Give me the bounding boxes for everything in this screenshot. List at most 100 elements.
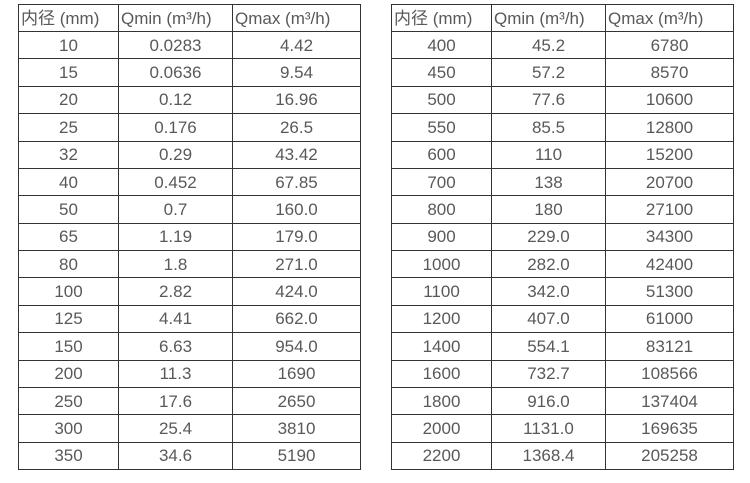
- table-cell: 1100: [391, 277, 492, 306]
- table-cell: 1.19: [118, 222, 233, 252]
- table-cell: 500: [391, 85, 492, 115]
- table-row: 50 0.7 160.0: [18, 195, 361, 224]
- table-cell: 27100: [605, 195, 734, 224]
- table-row: 40 0.452 67.85: [18, 167, 361, 197]
- table-row: 10 0.0283 4.42: [18, 30, 361, 60]
- table-row: 700 138 20700: [391, 167, 734, 197]
- table-row: 450 57.2 8570: [391, 58, 734, 87]
- table-row: 1800 916.0 137404: [391, 386, 734, 416]
- table-cell: 2.82: [118, 277, 233, 306]
- table-cell: 250: [18, 386, 119, 416]
- table-cell: 0.452: [118, 167, 233, 197]
- table-cell: 2000: [391, 414, 492, 443]
- table-cell: 205258: [605, 441, 734, 471]
- table-row: 80 1.8 271.0: [18, 249, 361, 279]
- table-cell: 45.2: [491, 30, 606, 60]
- table-row: 550 85.5 12800: [391, 113, 734, 142]
- table-cell: 0.176: [118, 113, 233, 142]
- table-cell: 2650: [232, 386, 361, 416]
- table-cell: 150: [18, 332, 119, 361]
- table-cell: 26.5: [232, 113, 361, 142]
- table-row: 200 11.3 1690: [18, 359, 361, 388]
- table-cell: 85.5: [491, 113, 606, 142]
- table-row: 2200 1368.4 205258: [391, 441, 734, 471]
- table-cell: 11.3: [118, 359, 233, 388]
- header-row: 内径 (mm) Qmin (m³/h) Qmax (m³/h): [391, 4, 734, 32]
- table-cell: 80: [18, 249, 119, 279]
- header-row: 内径 (mm) Qmin (m³/h) Qmax (m³/h): [18, 4, 361, 32]
- table-cell: 900: [391, 222, 492, 252]
- table-cell: 67.85: [232, 167, 361, 197]
- table-row: 1200 407.0 61000: [391, 304, 734, 334]
- table-cell: 0.29: [118, 140, 233, 169]
- table-cell: 15200: [605, 140, 734, 169]
- table-cell: 9.54: [232, 58, 361, 87]
- table-cell: 17.6: [118, 386, 233, 416]
- table-cell: 65: [18, 222, 119, 252]
- table-cell: 20: [18, 85, 119, 115]
- table-cell: 0.7: [118, 195, 233, 224]
- table-cell: 77.6: [491, 85, 606, 115]
- table-row: 300 25.4 3810: [18, 414, 361, 443]
- table-row: 1000 282.0 42400: [391, 249, 734, 279]
- table-row: 100 2.82 424.0: [18, 277, 361, 306]
- table-cell: 1131.0: [491, 414, 606, 443]
- table-row: 600 110 15200: [391, 140, 734, 169]
- table-cell: 0.0636: [118, 58, 233, 87]
- table-cell: 407.0: [491, 304, 606, 334]
- table-row: 800 180 27100: [391, 195, 734, 224]
- table-cell: 282.0: [491, 249, 606, 279]
- table-cell: 8570: [605, 58, 734, 87]
- table-cell: 300: [18, 414, 119, 443]
- table-cell: 2200: [391, 441, 492, 471]
- table-cell: 0.0283: [118, 30, 233, 60]
- column-header: Qmin (m³/h): [491, 4, 606, 32]
- table-cell: 1690: [232, 359, 361, 388]
- table-row: 15 0.0636 9.54: [18, 58, 361, 87]
- table-cell: 954.0: [232, 332, 361, 361]
- table-row: 350 34.6 5190: [18, 441, 361, 471]
- table-cell: 450: [391, 58, 492, 87]
- table-cell: 229.0: [491, 222, 606, 252]
- table-row: 900 229.0 34300: [391, 222, 734, 252]
- table-row: 32 0.29 43.42: [18, 140, 361, 169]
- table-cell: 180: [491, 195, 606, 224]
- table-cell: 6780: [605, 30, 734, 60]
- table-cell: 4.42: [232, 30, 361, 60]
- table-row: 2000 1131.0 169635: [391, 414, 734, 443]
- table-row: 250 17.6 2650: [18, 386, 361, 416]
- column-header: Qmin (m³/h): [118, 4, 233, 32]
- table-cell: 25.4: [118, 414, 233, 443]
- table-row: 500 77.6 10600: [391, 85, 734, 115]
- table-cell: 916.0: [491, 386, 606, 416]
- table-cell: 34300: [605, 222, 734, 252]
- table-cell: 1600: [391, 359, 492, 388]
- table-cell: 1000: [391, 249, 492, 279]
- table-cell: 61000: [605, 304, 734, 334]
- table-cell: 42400: [605, 249, 734, 279]
- table-cell: 160.0: [232, 195, 361, 224]
- table-cell: 138: [491, 167, 606, 197]
- column-header: 内径 (mm): [18, 4, 119, 32]
- table-cell: 100: [18, 277, 119, 306]
- table-cell: 1.8: [118, 249, 233, 279]
- table-cell: 1800: [391, 386, 492, 416]
- table-cell: 108566: [605, 359, 734, 388]
- table-cell: 800: [391, 195, 492, 224]
- table-cell: 700: [391, 167, 492, 197]
- table-row: 150 6.63 954.0: [18, 332, 361, 361]
- table-cell: 662.0: [232, 304, 361, 334]
- table-row: 400 45.2 6780: [391, 30, 734, 60]
- table-cell: 1368.4: [491, 441, 606, 471]
- column-header: Qmax (m³/h): [232, 4, 361, 32]
- table-cell: 179.0: [232, 222, 361, 252]
- flow-table-large-diameters: 内径 (mm) Qmin (m³/h) Qmax (m³/h) 400 45.2 6780…: [391, 4, 734, 471]
- table-cell: 5190: [232, 441, 361, 471]
- table-cell: 550: [391, 113, 492, 142]
- table-cell: 51300: [605, 277, 734, 306]
- table-row: 1400 554.1 83121: [391, 332, 734, 361]
- table-cell: 6.63: [118, 332, 233, 361]
- tables-container: 内径 (mm) Qmin (m³/h) Qmax (m³/h) 10 0.0283 4.4…: [18, 4, 734, 471]
- table-cell: 50: [18, 195, 119, 224]
